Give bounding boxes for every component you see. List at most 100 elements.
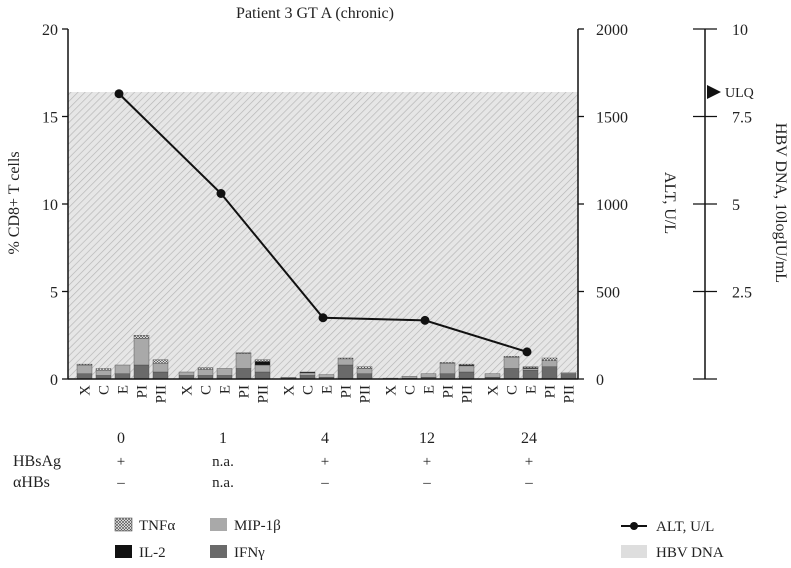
stimulus-label: X [78, 385, 94, 396]
legend-swatch-il2 [115, 545, 132, 558]
bar-mip1b-t4-e [318, 374, 335, 378]
bar-mip1b-t4-x [280, 377, 297, 379]
bar-tnfa-t4-pii [356, 366, 373, 369]
bar-tnfa-t24-pi [541, 357, 558, 361]
bar-mip1b-t0-pi [133, 338, 150, 366]
row-value-0: + [525, 454, 533, 470]
row-label: αHBs [13, 474, 50, 491]
bar-ifng-t24-pii [560, 373, 577, 380]
timepoint-label: 4 [321, 430, 329, 447]
left-tick-label: 5 [50, 285, 58, 302]
bar-tnfa-t0-x [76, 363, 93, 366]
bar-mip1b-t0-e [114, 364, 131, 374]
timepoint-label: 12 [419, 430, 435, 447]
bar-tnfa-t4-pi [337, 357, 354, 360]
y-label-left: % CD8+ T cells [6, 151, 23, 254]
chart-title: Patient 3 GT A (chronic) [236, 5, 394, 22]
bar-tnfa-t12-pi [439, 362, 456, 364]
bar-mip1b-t24-pi [541, 360, 558, 367]
hbv-area-layer [68, 92, 578, 379]
timepoint-label: 24 [521, 430, 537, 447]
mid-tick-label: 2000 [596, 22, 628, 39]
right-tick-label: 2.5 [732, 285, 752, 302]
bar-ifng-t0-e [114, 373, 131, 380]
y-label-right: HBV DNA, 10logIU/mL [772, 123, 789, 283]
mid-tick-label: 0 [596, 372, 604, 389]
legend-swatch-ifng [210, 545, 227, 558]
legend-swatch-tnfa [114, 517, 133, 532]
legend-swatch-mip [210, 518, 227, 531]
bar-mip1b-t12-pii [458, 365, 475, 373]
axes-layer: 0 5 10 15 20 0 500 1000 1500 2000 2.5 5 7.5 10 ULQ [42, 22, 754, 389]
bar-mip1b-t1-pi [235, 353, 252, 369]
bar-mip1b-t0-x [76, 364, 93, 374]
bar-ifng-t12-pii [458, 371, 475, 380]
row-value-1: – [422, 475, 431, 491]
bar-tnfa-t0-pi [133, 335, 150, 339]
stimulus-label: E [524, 385, 540, 394]
y-label-mid: ALT, U/L [661, 172, 678, 234]
row-value-1: – [320, 475, 329, 491]
legend-swatch-alt-dot [630, 522, 638, 530]
stimulus-label: E [116, 385, 132, 394]
bar-tnfa-t12-pii [458, 363, 475, 366]
bar-tnfa-t24-e [522, 366, 539, 368]
timepoint-label: 0 [117, 430, 125, 447]
bar-mip1b-t1-c [197, 369, 214, 376]
mid-tick-label: 1500 [596, 110, 628, 127]
row-value-0: + [321, 454, 329, 470]
row-value-1: n.a. [212, 475, 234, 491]
bar-mip1b-t24-x [484, 373, 501, 378]
stimulus-label: X [384, 385, 400, 396]
bar-mip1b-t0-pii [152, 363, 169, 373]
alt-point-t0 [114, 89, 124, 99]
bar-mip1b-t1-x [178, 371, 195, 376]
stimulus-label: PII [460, 385, 476, 403]
alt-point-t12 [420, 315, 430, 325]
bar-ifng-t4-pi [337, 364, 354, 380]
stimulus-label: C [403, 385, 419, 395]
stimulus-label: PI [339, 385, 355, 398]
row-value-1: – [524, 475, 533, 491]
stimulus-label: PI [441, 385, 457, 398]
alt-layer [114, 89, 532, 357]
stimulus-label: X [486, 385, 502, 396]
right-tick-label: 7.5 [732, 110, 752, 127]
bar-mip1b-t1-pii [254, 364, 271, 373]
alt-point-t24 [522, 347, 532, 357]
row-value-0: n.a. [212, 454, 234, 470]
alt-point-t1 [216, 189, 226, 198]
row-value-0: + [117, 454, 125, 470]
stimulus-label: PII [562, 385, 578, 403]
left-tick-label: 15 [42, 110, 58, 127]
bar-mip1b-t12-e [420, 373, 437, 378]
legend-label-alt: ALT, U/L [656, 519, 714, 535]
stimulus-label: PI [237, 385, 253, 398]
legend-label-tnfa: TNFα [139, 518, 175, 534]
stimulus-label: PII [358, 385, 374, 403]
timepoint-label: 1 [219, 430, 227, 447]
bar-il2-t1-pii [254, 361, 271, 366]
bar-il2-t4-c [299, 371, 316, 374]
legend-swatch-hbv [621, 545, 647, 558]
bar-mip1b-t24-c [503, 356, 520, 369]
stimulus-label: C [505, 385, 521, 395]
alt-point-t4 [318, 313, 328, 323]
bar-ifng-t1-pii [254, 371, 271, 380]
bar-mip1b-t12-c [401, 376, 418, 379]
bar-ifng-t0-x [76, 373, 93, 380]
legend: TNFα IL-2 MIP-1β IFNγ ALT, U/L HBV DNA [114, 517, 724, 561]
stimulus-label: C [301, 385, 317, 395]
stimulus-label: PI [543, 385, 559, 398]
legend-label-ifng: IFNγ [234, 545, 265, 561]
bar-tnfa-t0-c [95, 368, 112, 371]
row-value-0: + [423, 454, 431, 470]
left-tick-label: 0 [50, 372, 58, 389]
bar-mip1b-t4-pi [337, 358, 354, 366]
bar-tnfa-t0-pii [152, 359, 169, 364]
right-tick-label: 10 [732, 22, 748, 39]
bar-mip1b-t4-pii [356, 368, 373, 374]
bar-mip1b-t24-pii [560, 372, 577, 374]
bar-mip1b-t12-pi [439, 363, 456, 374]
